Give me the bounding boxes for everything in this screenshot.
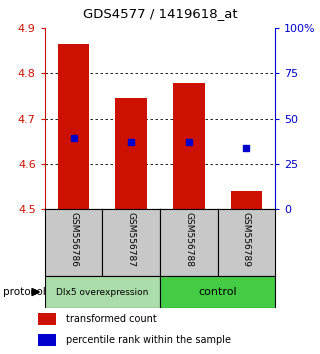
Text: GSM556787: GSM556787 — [127, 212, 136, 267]
Text: GSM556786: GSM556786 — [69, 212, 78, 267]
Bar — [230, 191, 262, 209]
Text: GDS4577 / 1419618_at: GDS4577 / 1419618_at — [83, 7, 237, 20]
Bar — [38, 313, 56, 325]
Bar — [58, 44, 90, 209]
Text: GSM556789: GSM556789 — [242, 212, 251, 267]
Text: control: control — [198, 287, 237, 297]
Text: protocol: protocol — [3, 287, 46, 297]
Bar — [115, 98, 147, 209]
Text: transformed count: transformed count — [66, 314, 156, 324]
Text: percentile rank within the sample: percentile rank within the sample — [66, 335, 231, 345]
Bar — [38, 334, 56, 346]
Text: GSM556788: GSM556788 — [184, 212, 193, 267]
Bar — [173, 84, 205, 209]
Text: Dlx5 overexpression: Dlx5 overexpression — [56, 287, 148, 297]
